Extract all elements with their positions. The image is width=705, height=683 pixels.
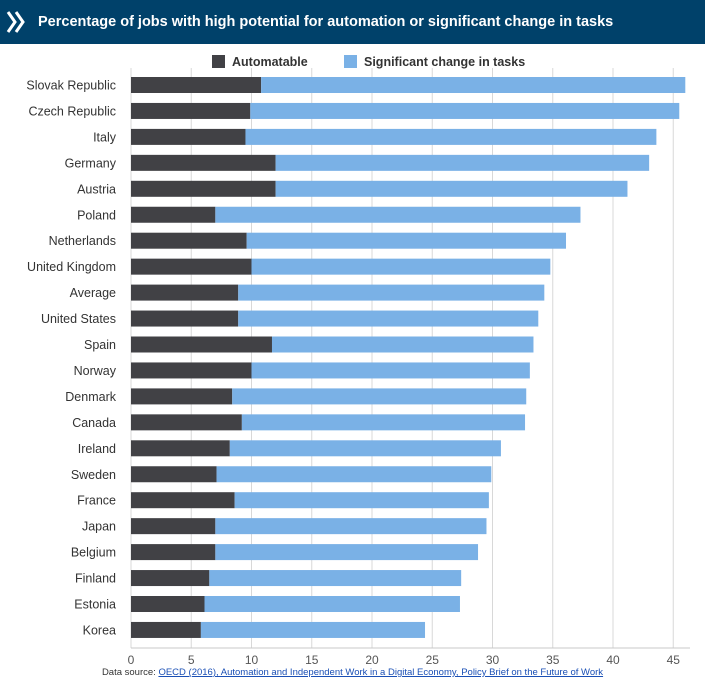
- category-label: Belgium: [71, 546, 116, 560]
- bar-automatable: [131, 466, 217, 483]
- category-label: Average: [70, 286, 116, 300]
- bar-significant-change: [215, 206, 581, 223]
- category-label: Finland: [75, 572, 116, 586]
- bar-automatable: [131, 492, 235, 509]
- category-label: United Kingdom: [27, 260, 116, 274]
- bar-automatable: [131, 621, 201, 638]
- bar-significant-change: [204, 596, 460, 612]
- bar-significant-change: [241, 414, 526, 431]
- x-tick-label: 40: [606, 653, 620, 666]
- category-label: Canada: [72, 416, 116, 430]
- bar-automatable: [131, 102, 251, 119]
- x-tick-label: 45: [667, 653, 681, 666]
- bar-automatable: [131, 570, 210, 587]
- bar-automatable: [131, 232, 247, 249]
- bar-automatable: [131, 206, 216, 223]
- category-label: Slovak Republic: [26, 79, 116, 93]
- x-tick-label: 15: [305, 653, 319, 666]
- x-tick-label: 35: [546, 653, 560, 666]
- legend-swatch-automatable: [212, 55, 225, 68]
- category-label: Poland: [77, 208, 116, 222]
- bar-automatable: [131, 596, 205, 612]
- bar-automatable: [131, 518, 216, 535]
- oecd-logo-icon: [0, 0, 32, 44]
- legend-label-significant-change: Significant change in tasks: [364, 55, 525, 69]
- double-chevron-icon: [6, 11, 25, 33]
- bar-significant-change: [238, 284, 545, 301]
- x-tick-label: 5: [188, 653, 195, 666]
- bar-automatable: [131, 310, 239, 327]
- bar-significant-change: [271, 336, 534, 353]
- bar-automatable: [131, 284, 239, 301]
- category-label: Japan: [82, 520, 116, 534]
- chart-header: Percentage of jobs with high potential f…: [0, 0, 705, 44]
- bar-significant-change: [200, 621, 426, 638]
- bar-significant-change: [209, 570, 462, 587]
- bar-automatable: [131, 414, 242, 431]
- source-link[interactable]: OECD (2016), Automation and Independent …: [158, 667, 604, 678]
- bar-automatable: [131, 128, 246, 145]
- bar-significant-change: [234, 492, 489, 509]
- legend-swatch-significant-change: [344, 55, 357, 68]
- category-label: Estonia: [74, 598, 116, 612]
- x-tick-label: 0: [128, 653, 135, 666]
- bar-chart: 0 5 10 15 20 25 30 35 40 45 Slovak Republic Czech R…: [26, 55, 690, 666]
- bar-significant-change: [246, 232, 567, 249]
- category-label: Denmark: [65, 390, 116, 404]
- category-label: Czech Republic: [28, 104, 116, 118]
- bar-significant-change: [275, 180, 628, 197]
- category-label: Sweden: [71, 468, 116, 482]
- x-tick-label: 25: [426, 653, 440, 666]
- bar-automatable: [131, 440, 230, 457]
- category-label: Spain: [84, 338, 116, 352]
- category-label: Germany: [65, 156, 117, 170]
- category-label: United States: [41, 312, 116, 326]
- category-label: Norway: [74, 364, 117, 378]
- bar-significant-change: [250, 102, 680, 119]
- bar-automatable: [131, 336, 272, 353]
- bar-significant-change: [232, 388, 527, 405]
- bar-automatable: [131, 180, 276, 197]
- bar-automatable: [131, 258, 252, 275]
- bar-significant-change: [251, 362, 530, 379]
- bar-significant-change: [215, 544, 479, 561]
- bar-automatable: [131, 362, 252, 379]
- category-label: Italy: [93, 130, 117, 144]
- source-prefix: Data source:: [101, 667, 159, 678]
- category-label: Ireland: [78, 442, 116, 456]
- bar-significant-change: [275, 154, 650, 171]
- category-label: Korea: [83, 623, 116, 637]
- bar-automatable: [131, 154, 276, 171]
- bar-automatable: [131, 388, 233, 405]
- x-tick-label: 20: [365, 653, 379, 666]
- category-label: Netherlands: [49, 234, 116, 248]
- bar-significant-change: [238, 310, 539, 327]
- bar-automatable: [131, 544, 216, 561]
- legend-label-automatable: Automatable: [232, 55, 308, 69]
- bar-automatable: [131, 77, 262, 93]
- category-label: France: [77, 494, 116, 508]
- chart-title: Percentage of jobs with high potential f…: [38, 14, 614, 30]
- bar-significant-change: [229, 440, 501, 457]
- bar-significant-change: [251, 258, 551, 275]
- x-tick-label: 30: [486, 653, 500, 666]
- bar-significant-change: [261, 77, 686, 93]
- category-label: Austria: [77, 182, 116, 196]
- bar-significant-change: [245, 128, 657, 145]
- x-tick-label: 10: [245, 653, 259, 666]
- data-source: Data source: OECD (2016), Automation and…: [0, 667, 705, 678]
- bar-significant-change: [216, 466, 492, 483]
- bar-significant-change: [215, 518, 487, 535]
